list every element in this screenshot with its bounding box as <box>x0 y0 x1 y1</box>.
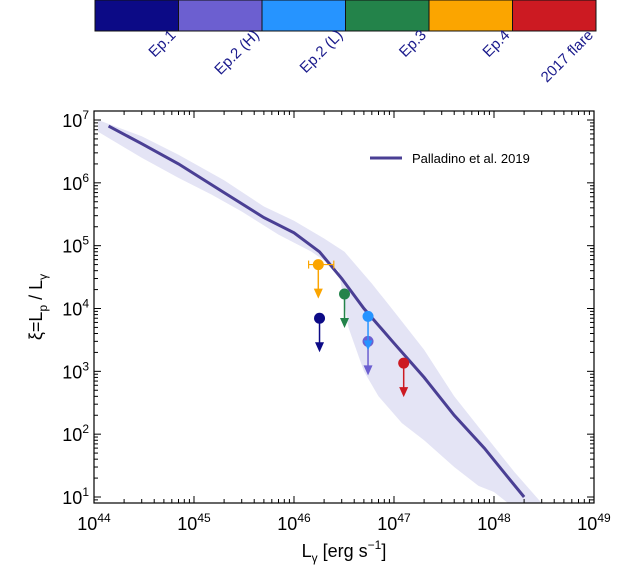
data-point-marker <box>314 312 326 324</box>
color-key-label: Ep.4 <box>479 27 513 61</box>
color-key-segment <box>512 0 597 32</box>
y-tick-label: 104 <box>62 297 89 320</box>
data-point <box>362 310 374 351</box>
upper-limit-arrow-head <box>315 342 325 353</box>
model-uncertainty-band <box>98 120 542 503</box>
color-key-labels: Ep.1 Ep.2 (H) Ep.2 (L) Ep.3 Ep.4 2017 flare <box>145 27 596 86</box>
data-points <box>308 259 410 398</box>
data-point <box>314 312 326 353</box>
data-point-marker <box>339 288 351 300</box>
y-tick-label: 101 <box>62 485 89 508</box>
data-point <box>339 288 351 329</box>
color-key-segment <box>261 0 346 32</box>
x-tick-label: 1047 <box>377 511 411 534</box>
x-axis-label: Lγ [erg s−1] <box>302 538 387 565</box>
color-key-segment <box>345 0 430 32</box>
upper-limit-arrow-head <box>363 365 373 376</box>
data-point <box>308 259 335 299</box>
upper-limit-arrow-head <box>363 340 373 351</box>
y-tick-label: 107 <box>62 108 89 131</box>
legend-label: Palladino et al. 2019 <box>412 151 530 166</box>
plot-area: 1044 1045 1046 1047 1048 1049 101 102 103 104 105… <box>62 108 611 534</box>
legend: Palladino et al. 2019 <box>370 151 530 166</box>
x-tick-label: 1044 <box>77 511 111 534</box>
x-tick-labels: 1044 1045 1046 1047 1048 1049 <box>77 511 611 534</box>
color-key-label: 2017 flare <box>538 27 597 86</box>
model-line <box>107 124 526 498</box>
color-key-segment <box>94 0 179 32</box>
color-key-label: Ep.3 <box>396 27 430 61</box>
y-tick-label: 105 <box>62 234 89 257</box>
upper-limit-arrow-head <box>340 318 350 329</box>
axis-ticks <box>93 111 595 503</box>
color-key <box>94 0 597 32</box>
data-point-marker <box>398 357 410 369</box>
y-tick-labels: 101 102 103 104 105 106 107 <box>62 108 89 508</box>
color-key-label: Ep.2 (L) <box>297 27 347 77</box>
x-tick-label: 1045 <box>177 511 211 534</box>
color-key-label: Ep.2 (H) <box>211 27 263 79</box>
data-point-marker <box>362 310 374 322</box>
x-tick-label: 1048 <box>477 511 511 534</box>
x-tick-label: 1049 <box>577 511 611 534</box>
upper-limit-arrow-head <box>399 387 409 398</box>
data-point <box>398 357 410 398</box>
x-tick-label: 1046 <box>277 511 311 534</box>
plot-frame <box>93 110 595 504</box>
y-tick-label: 102 <box>62 422 89 445</box>
color-key-label: Ep.1 <box>145 27 179 61</box>
data-point-marker <box>312 259 324 271</box>
y-tick-label: 106 <box>62 171 89 194</box>
y-axis-label: ξ=Lp / Lγ <box>26 274 50 340</box>
color-key-segment <box>178 0 263 32</box>
upper-limit-arrow-head <box>313 288 323 299</box>
y-tick-label: 103 <box>62 359 89 382</box>
color-key-segment <box>428 0 513 32</box>
